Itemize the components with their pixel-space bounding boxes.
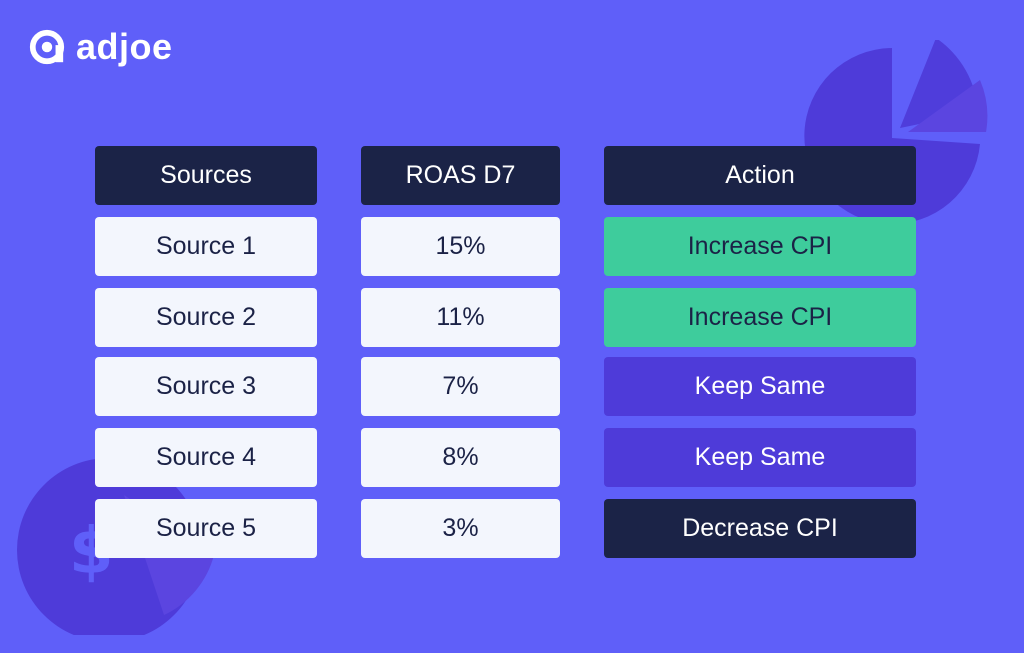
action-badge-increase: Increase CPI bbox=[604, 288, 916, 347]
action-badge-decrease: Decrease CPI bbox=[604, 499, 916, 558]
action-badge-keep: Keep Same bbox=[604, 428, 916, 487]
action-header: Action bbox=[604, 146, 916, 205]
source-cell: Source 5 bbox=[95, 499, 317, 558]
source-cell: Source 4 bbox=[95, 428, 317, 487]
roas-cell: 11% bbox=[361, 288, 560, 347]
roas-cell: 3% bbox=[361, 499, 560, 558]
source-cell: Source 2 bbox=[95, 288, 317, 347]
roas-cell: 7% bbox=[361, 357, 560, 416]
action-badge-keep: Keep Same bbox=[604, 357, 916, 416]
source-cell: Source 3 bbox=[95, 357, 317, 416]
brand-logo: adjoe bbox=[28, 28, 173, 66]
source-cell: Source 1 bbox=[95, 217, 317, 276]
action-badge-increase: Increase CPI bbox=[604, 217, 916, 276]
adjoe-logo-icon bbox=[29, 29, 65, 65]
brand-name: adjoe bbox=[76, 26, 173, 67]
sources-header: Sources bbox=[95, 146, 317, 205]
roas-cell: 8% bbox=[361, 428, 560, 487]
roas-cell: 15% bbox=[361, 217, 560, 276]
roas-header: ROAS D7 bbox=[361, 146, 560, 205]
